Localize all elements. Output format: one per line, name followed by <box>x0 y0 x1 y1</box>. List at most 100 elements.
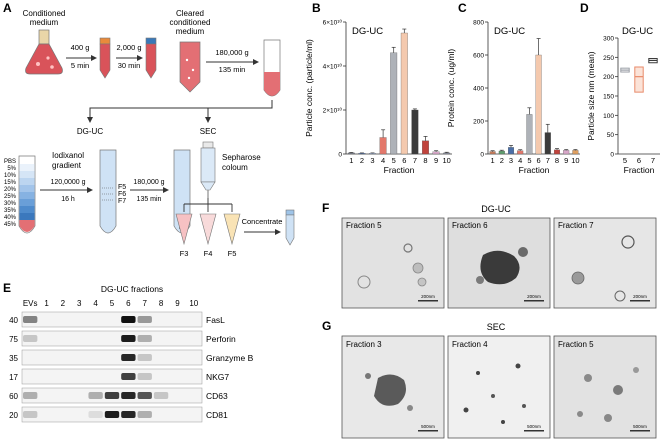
y-tick-label: 0 <box>610 152 614 159</box>
y-tick-label: 0 <box>338 152 342 159</box>
blot-band <box>121 354 136 361</box>
y-tick-label: 0 <box>480 152 484 159</box>
blot-band <box>104 392 120 399</box>
sec-fraction-f5: F5 <box>228 249 237 258</box>
bar-5 <box>526 114 533 155</box>
bar-7 <box>544 132 551 155</box>
lane-label: 5 <box>110 299 115 308</box>
bar-2 <box>358 153 366 155</box>
em-image-dguc-f6: 200nm Fraction 6 <box>447 217 551 309</box>
chart-b: 0 2×10¹⁰ 4×10¹⁰ 6×10¹⁰ 1 2 3 4 5 6 7 8 9 10 Fraction DG… <box>304 19 452 175</box>
svg-text:35%: 35% <box>4 208 17 214</box>
blot-band <box>137 316 152 323</box>
x-tick-label: 8 <box>423 156 427 165</box>
lane-label: EVs <box>23 299 38 308</box>
y-tick-label: 150 <box>603 94 614 101</box>
tube-icon <box>99 37 111 79</box>
spin3-speed: 180,000 g <box>215 48 248 57</box>
workflow-diagram: A Conditioned medium 400 g 5 min 2,000 g… <box>3 1 295 258</box>
blot-band <box>121 392 136 399</box>
lane-label: 2 <box>61 299 66 308</box>
x-tick-label: 5 <box>527 156 531 165</box>
bar-3 <box>369 153 376 155</box>
x-tick-label: 10 <box>571 156 579 165</box>
x-tick-label: 7 <box>651 156 655 165</box>
bar-6 <box>535 54 542 155</box>
blot-lane-labels: EVs 1 2 3 4 5 6 7 8 9 10 <box>23 299 199 308</box>
x-tick-label: 7 <box>546 156 550 165</box>
fraction-label-f7: F7 <box>118 198 126 205</box>
x-tick-label: 2 <box>500 156 504 165</box>
gradient-tube-icon <box>18 155 36 234</box>
y-axis-label: Protein conc. (ug/ml) <box>446 49 456 128</box>
svg-text:25%: 25% <box>4 194 17 200</box>
lane-label: 7 <box>143 299 148 308</box>
em-dguc-label-f6: Fraction 6 <box>452 221 488 230</box>
em-dguc-title: DG-UC <box>481 204 511 214</box>
x-tick-label: 9 <box>434 156 438 165</box>
marker-size: 60 <box>9 392 18 401</box>
x-tick-label: 9 <box>564 156 568 165</box>
cleared-label-2: conditioned <box>170 18 211 27</box>
bar-2 <box>498 150 505 155</box>
panel-label-b: B <box>312 1 321 15</box>
sec-fraction-f4: F4 <box>204 249 213 258</box>
blot-band <box>137 411 152 418</box>
conditioned-medium-label-2: medium <box>30 18 59 27</box>
protein-label: CD63 <box>206 391 228 401</box>
bar-10 <box>572 150 579 155</box>
blot-strip <box>21 349 203 366</box>
spin5-speed: 180,000 g <box>133 179 164 186</box>
bar-9 <box>432 151 440 155</box>
y-tick-label: 250 <box>603 55 614 62</box>
blot-band <box>23 335 38 342</box>
y-tick-label: 6×10¹⁰ <box>323 19 343 27</box>
sec-fraction-f3: F3 <box>180 249 189 258</box>
blot-strips: 40 FasL 75 Perforin 35 Granzyme B 17 NKG7 60 CD63… <box>9 311 254 423</box>
y-axis-label: Particle conc. (particle/ml) <box>304 39 314 137</box>
svg-text:PBS: PBS <box>4 159 16 165</box>
svg-text:10%: 10% <box>4 173 17 179</box>
bar-8 <box>422 140 429 155</box>
sepharose-label-1: Sepharose <box>222 153 261 162</box>
concentrator-tube-icon <box>285 209 295 246</box>
em-sec-label-f5: Fraction 5 <box>558 340 594 349</box>
x-tick-label: 5 <box>392 156 396 165</box>
x-tick-label: 2 <box>360 156 364 165</box>
panel-label-f: F <box>322 201 329 215</box>
spin2-time: 30 min <box>118 61 141 70</box>
spin4-speed: 120,0000 g <box>50 179 85 186</box>
blot-band <box>23 392 38 399</box>
bar-8 <box>553 149 561 155</box>
spin5-time: 135 min <box>137 196 162 203</box>
svg-text:30%: 30% <box>4 201 17 207</box>
y-tick-label: 50 <box>607 132 615 139</box>
lane-label: 1 <box>44 299 49 308</box>
y-tick-label: 200 <box>603 74 614 81</box>
iodixanol-label-1: Iodixanol <box>52 151 84 160</box>
em-dguc-label-f7: Fraction 7 <box>558 221 594 230</box>
y-tick-label: 300 <box>603 36 614 43</box>
panel-label-c: C <box>458 1 467 15</box>
blot-title: DG-UC fractions <box>101 284 163 294</box>
sec-fraction-tubes <box>175 213 241 246</box>
box-6 <box>634 66 644 93</box>
y-tick-label: 200 <box>473 119 484 126</box>
x-tick-label: 8 <box>555 156 559 165</box>
marker-size: 75 <box>9 335 18 344</box>
marker-size: 40 <box>9 316 18 325</box>
em-image-dguc-f7: 200nm Fraction 7 <box>553 217 657 309</box>
blot-band <box>137 392 152 399</box>
bar-3 <box>507 147 515 155</box>
chart-title: DG-UC <box>494 26 525 37</box>
x-tick-label: 1 <box>491 156 495 165</box>
bar-9 <box>563 150 570 155</box>
x-tick-label: 6 <box>537 156 541 165</box>
x-axis-label: Fraction <box>624 165 655 175</box>
y-axis-label: Particle size nm (mean) <box>586 51 596 140</box>
blot-band <box>23 316 38 323</box>
svg-text:5%: 5% <box>7 166 16 172</box>
blot-band <box>137 335 152 342</box>
